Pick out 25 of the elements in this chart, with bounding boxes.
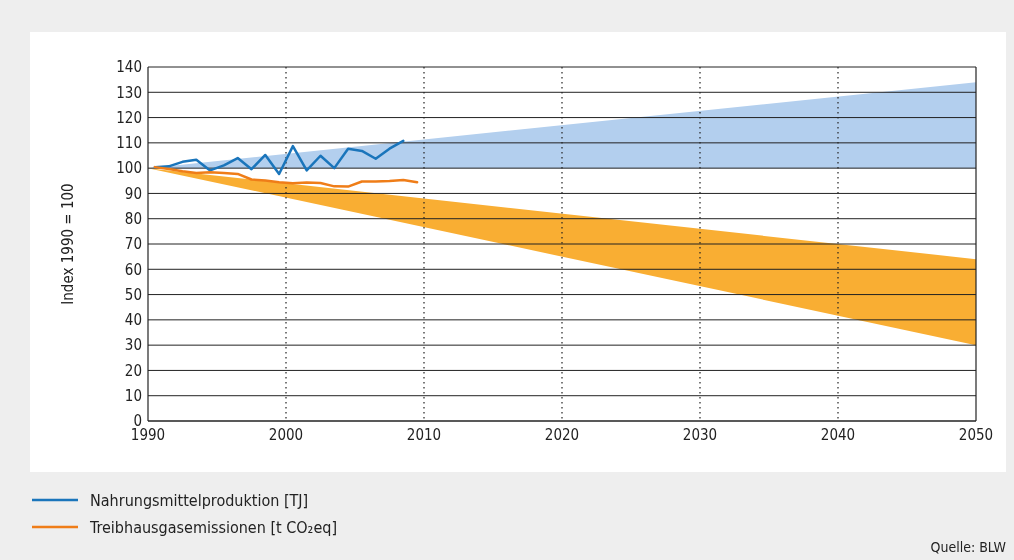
y-tick-label: 20 xyxy=(124,361,142,380)
y-tick-label: 60 xyxy=(124,260,142,279)
x-tick-label: 2050 xyxy=(958,426,994,444)
y-tick-label: 120 xyxy=(116,108,142,127)
y-tick-label: 30 xyxy=(124,336,142,355)
y-axis-title: Index 1990 = 100 xyxy=(59,183,77,305)
y-tick-label: 90 xyxy=(124,184,142,203)
x-tick-label: 2040 xyxy=(820,426,856,444)
source-note: Quelle: BLW xyxy=(930,539,1007,555)
y-tick-label: 40 xyxy=(124,311,142,330)
x-tick-label: 2010 xyxy=(406,426,442,444)
y-tick-label: 80 xyxy=(124,209,142,228)
y-tick-label: 140 xyxy=(116,58,142,77)
y-tick-label: 110 xyxy=(116,134,142,153)
x-tick-label: 2030 xyxy=(682,426,718,444)
x-tick-label: 2000 xyxy=(268,426,304,444)
legend-label: Treibhausgasemissionen [t CO₂eq] xyxy=(89,517,337,537)
y-tick-label: 130 xyxy=(116,83,142,102)
y-tick-label: 50 xyxy=(124,285,142,304)
y-tick-label: 100 xyxy=(116,159,142,178)
y-tick-label: 10 xyxy=(124,386,142,405)
line-series xyxy=(153,165,419,188)
x-tick-label: 2020 xyxy=(544,426,580,444)
legend-label: Nahrungsmittelproduktion [TJ] xyxy=(90,490,309,510)
y-tick-label: 70 xyxy=(124,235,142,254)
